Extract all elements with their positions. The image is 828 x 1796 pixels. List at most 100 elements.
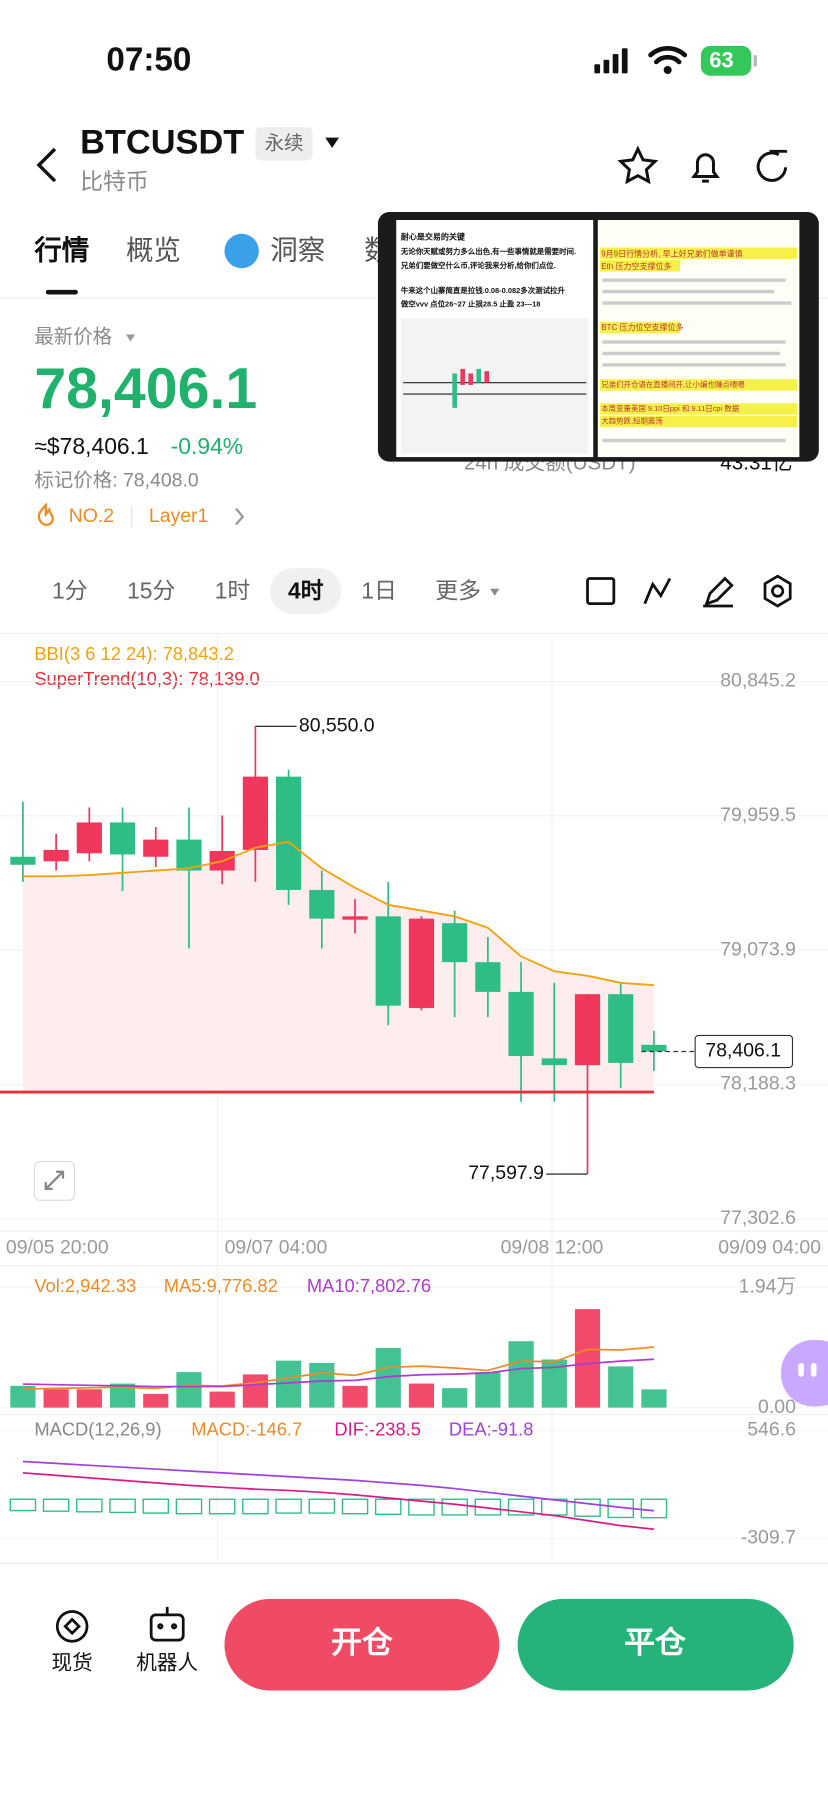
y-tick-label: 80,845.2 [720,670,796,692]
interval-tab[interactable]: 1日 [361,577,397,603]
bot-icon[interactable] [149,1606,185,1642]
macd-bar [308,1498,336,1514]
pip-text: BTC 压力位空支撑位多 [601,322,683,332]
spot-label[interactable]: 现货 [52,1652,93,1675]
candle-body [109,822,136,855]
price-label-dropdown[interactable] [125,334,136,342]
interval-tab[interactable]: 4时 [288,577,324,603]
volume-bar [475,1372,501,1408]
candle-chart: 80,845.2 79,959.5 79,073.9 78,188.3 77,302.6… [0,633,828,1560]
usd-price: ≈$78,406.1 [34,433,148,459]
more-dropdown [490,588,500,596]
candle-body [541,1058,567,1066]
current-price-box [694,1034,794,1069]
sector[interactable]: Layer1 [149,505,208,527]
sector-chevron[interactable] [235,507,245,526]
candle-body [43,849,69,862]
volume-legend: MA5:9,776.82 [164,1275,278,1296]
volume-bar [10,1385,36,1408]
current-price-label: 78,406.1 [705,1040,781,1062]
candle-body [276,776,302,890]
price-label: 最新价格 [34,326,112,348]
expand-button[interactable] [33,1160,76,1201]
open-button-label[interactable]: 开仓 [331,1625,393,1660]
share-button[interactable] [756,149,788,182]
last-price: 78,406.1 [34,357,257,421]
macd-bar [9,1498,37,1512]
pip-text: 牛来这个山寨简直是拉钱.0.08-0.082多次测试拉升 [401,285,566,295]
volume-bar [342,1385,368,1408]
tab[interactable]: 概览 [126,234,181,265]
candle-body [574,994,601,1066]
favorite-button[interactable] [617,145,659,185]
candle-body [342,916,368,920]
macd-legend: DEA:-91.8 [449,1418,533,1439]
macd-legend: MACD(12,26,9) [34,1418,161,1439]
interval-tab[interactable]: 15分 [127,577,175,603]
mark-price: 标记价格: 78,408.0 [34,469,199,491]
volume-legend: Vol:2,942.33 [34,1275,136,1296]
open-button[interactable] [224,1598,500,1691]
macd-bar [275,1498,302,1514]
volume-bar [43,1389,69,1408]
wifi-dot [663,65,672,75]
macd-bar [76,1498,103,1513]
pip-text: 无论你天赋或努力多么出色,有一些事情就是需要时间. [401,246,576,256]
candle-body [143,839,169,857]
candle-body [408,918,435,1008]
symbol-dropdown[interactable] [325,137,339,148]
close-button-label[interactable]: 平仓 [624,1625,686,1660]
interval-tab[interactable]: 1分 [52,577,88,603]
volume-bar [608,1366,634,1408]
macd-bar [109,1498,136,1514]
interval-row: 1分 15分 1时 4时 1日 更多 [52,568,500,614]
x-tick-label: 09/09 04:00 [718,1237,821,1259]
rank[interactable]: NO.2 [69,505,114,527]
clock: 07:50 [106,42,191,79]
annotation-label: 80,550.0 [299,714,375,736]
macd-bar [242,1498,269,1515]
close-button[interactable] [517,1598,794,1691]
volume-tick-label: 1.94万 [739,1276,796,1298]
annotation-label: 77,597.9 [468,1162,544,1184]
pip-text: 兄弟们开仓语在直播间开,让小编也赚点喂喂 [601,379,745,389]
spot-icon[interactable] [55,1610,89,1643]
volume-legend: MA10:7,802.76 [307,1275,431,1296]
candle-body [242,776,268,850]
fire-icon [37,502,54,526]
dif-line [22,1471,655,1531]
ma10-line [22,1358,654,1388]
battery-level: 63 [709,48,733,73]
alert-button[interactable] [691,153,720,183]
wifi-icon [648,46,688,65]
volume-bar [408,1383,435,1408]
volume-bar [641,1389,667,1408]
back-button[interactable] [36,147,57,183]
pip-text: 兄弟们要做空什么币,评论我来分析,给你们点位. [400,260,556,270]
symbol[interactable]: BTCUSDT [80,124,244,162]
volume-bar [242,1374,268,1408]
bot-label[interactable]: 机器人 [136,1652,198,1675]
ai-icon [224,233,259,269]
tool-button[interactable] [643,577,672,605]
macd-legend: MACD:-146.7 [191,1418,302,1439]
macd-bar [42,1498,70,1512]
y-tick-label: 77,302.6 [720,1207,796,1229]
signal-icon [594,48,628,74]
tool-button[interactable] [586,577,616,606]
interval-tab[interactable]: 1时 [215,577,251,603]
y-tick-label: 79,073.9 [720,938,796,960]
tool-button[interactable] [771,584,785,598]
bbi-line [22,840,654,987]
candle-body [442,923,468,963]
pip-video[interactable] [377,212,819,462]
tab[interactable]: 行情 [33,234,89,265]
interval-tab[interactable]: 更多 [435,577,481,603]
tab[interactable]: 洞察 [270,234,325,265]
bbi-area [22,841,654,1093]
tool-button[interactable] [703,576,734,608]
assistant-bubble[interactable] [781,1340,828,1407]
tool-button[interactable] [763,574,792,608]
